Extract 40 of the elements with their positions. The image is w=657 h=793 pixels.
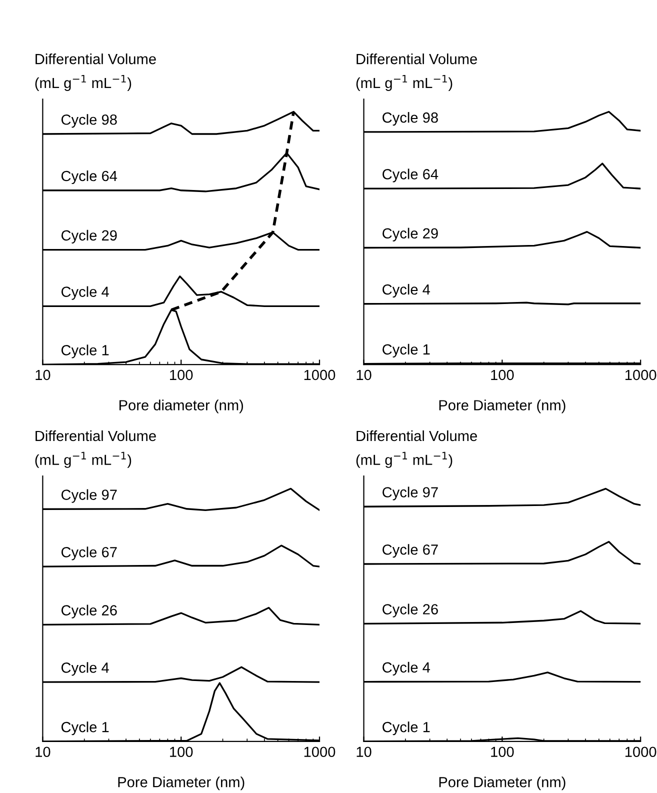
- series-label: Cycle 1: [382, 344, 430, 358]
- y-axis-title: Differential Volume (mL g$^{−1}$ mL$^{−1}$): [35, 430, 156, 468]
- series-label: Cycle 64: [382, 168, 438, 182]
- series-label: Cycle 4: [61, 662, 109, 676]
- series-label: Cycle 64: [61, 170, 118, 184]
- x-tick-label: 10: [36, 370, 50, 380]
- x-tick-label: 100: [170, 746, 193, 758]
- series-label: Cycle 67: [382, 544, 438, 558]
- y-axis-title: Differential Volume (mL g$^{−1}$ mL$^{−1}$): [356, 430, 477, 468]
- series-label: Cycle 26: [61, 604, 117, 618]
- series-label: Cycle 4: [382, 284, 430, 298]
- series-label: Cycle 97: [382, 486, 438, 500]
- y-axis-title: Differential Volume (mL g$^{−1}$ mL$^{−1}$): [356, 54, 477, 92]
- x-tick-label: 1000: [625, 746, 656, 758]
- series-label: Cycle 98: [61, 114, 117, 128]
- x-axis-title: Pore Diameter (nm): [439, 400, 566, 414]
- x-tick-label: 1000: [625, 370, 656, 380]
- x-axis-title: Pore diameter (nm): [119, 400, 244, 414]
- series-label: Cycle 4: [382, 662, 430, 676]
- x-tick-label: 10: [356, 746, 372, 758]
- y-axis-title: Differential Volume (mL g$^{−1}$ mL$^{−1}$): [35, 54, 156, 92]
- series-label: Cycle 4: [61, 286, 109, 300]
- x-tick-label: 100: [170, 370, 193, 380]
- series-label: Cycle 29: [382, 228, 438, 242]
- series-label: Cycle 1: [61, 344, 109, 358]
- series-label: Cycle 26: [382, 604, 438, 618]
- series-label: Cycle 97: [61, 489, 117, 503]
- x-tick-label: 1000: [304, 370, 336, 380]
- series-label: Cycle 29: [61, 230, 117, 244]
- x-axis-title: Pore Diameter (nm): [118, 776, 244, 790]
- series-label: Cycle 98: [382, 112, 438, 126]
- series-label: Cycle 1: [61, 722, 109, 736]
- x-tick-label: 10: [356, 370, 372, 380]
- x-tick-label: 1000: [304, 746, 336, 758]
- x-tick-label: 100: [491, 746, 514, 758]
- series-label: Cycle 1: [382, 722, 430, 736]
- series-label: Cycle 67: [61, 546, 117, 560]
- x-tick-label: 10: [36, 746, 50, 758]
- x-axis-title: Pore Diameter (nm): [439, 776, 566, 790]
- x-tick-label: 100: [491, 370, 514, 380]
